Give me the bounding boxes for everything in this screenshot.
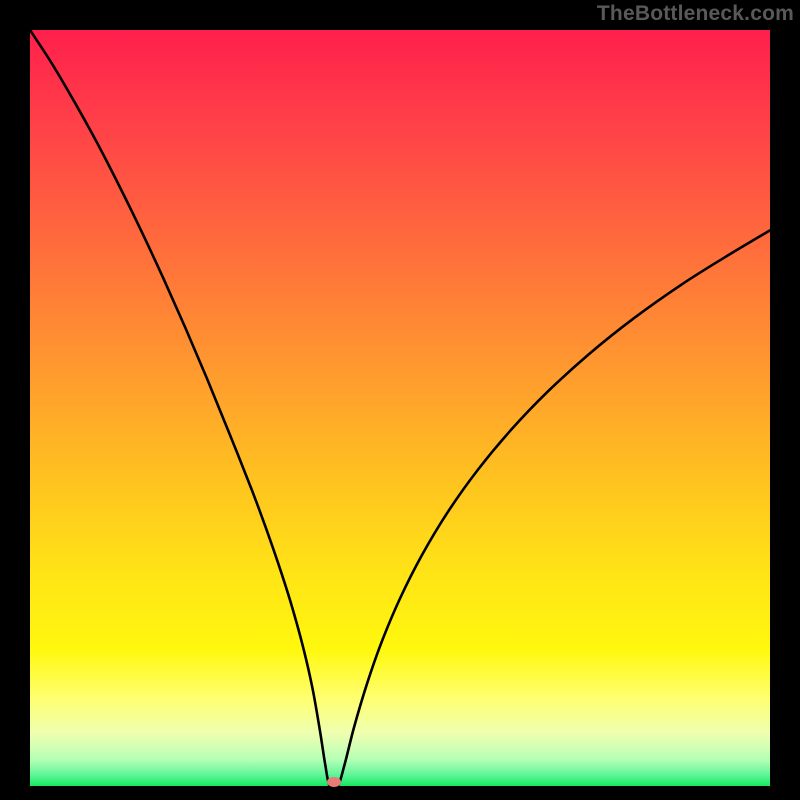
chart-frame: TheBottleneck.com <box>0 0 800 800</box>
bottleneck-curve <box>30 30 770 786</box>
watermark-text: TheBottleneck.com <box>597 2 794 26</box>
optimal-point-marker <box>327 777 341 787</box>
plot-area <box>30 30 770 786</box>
curve-path <box>30 30 770 786</box>
